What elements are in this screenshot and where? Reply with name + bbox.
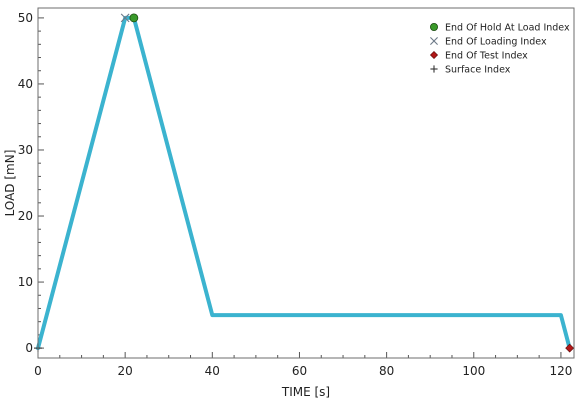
legend-symbol-circle bbox=[429, 22, 438, 31]
y-axis-title: LOAD [mN] bbox=[3, 150, 17, 217]
y-tick-label: 20 bbox=[18, 209, 33, 223]
legend-symbol-x bbox=[430, 37, 438, 45]
x-tick-label: 100 bbox=[462, 364, 485, 378]
legend-symbol-plus bbox=[430, 65, 438, 73]
y-tick-label: 50 bbox=[18, 11, 33, 25]
x-tick-label: 80 bbox=[379, 364, 394, 378]
x-tick-label: 120 bbox=[549, 364, 572, 378]
data-marker-x bbox=[120, 13, 130, 23]
legend: End Of Hold At Load Index End Of Loading … bbox=[429, 22, 570, 76]
series-line bbox=[36, 15, 572, 351]
y-tick-label: 10 bbox=[18, 275, 33, 289]
legend-label: End Of Loading Index bbox=[445, 37, 547, 48]
x-tick-label: 0 bbox=[34, 364, 42, 378]
legend-label: End Of Hold At Load Index bbox=[445, 23, 570, 34]
data-marker-diamond bbox=[565, 343, 575, 353]
data-marker-circle bbox=[129, 13, 139, 23]
y-tick-label: 30 bbox=[18, 143, 33, 157]
x-tick-label: 20 bbox=[118, 364, 133, 378]
x-tick-label: 40 bbox=[205, 364, 220, 378]
plot-frame bbox=[37, 7, 575, 359]
series-layer bbox=[36, 15, 572, 351]
ticks-layer: 0 20 40 60 80 100 120 0 10 20 30 40 50 bbox=[18, 11, 573, 378]
legend-label: Surface Index bbox=[445, 65, 511, 76]
x-axis-title: TIME [s] bbox=[281, 385, 330, 399]
y-tick-label: 0 bbox=[25, 341, 33, 355]
x-tick-label: 60 bbox=[292, 364, 307, 378]
legend-symbol-diamond bbox=[429, 50, 439, 60]
legend-label: End Of Test Index bbox=[445, 51, 528, 62]
y-tick-label: 40 bbox=[18, 77, 33, 91]
